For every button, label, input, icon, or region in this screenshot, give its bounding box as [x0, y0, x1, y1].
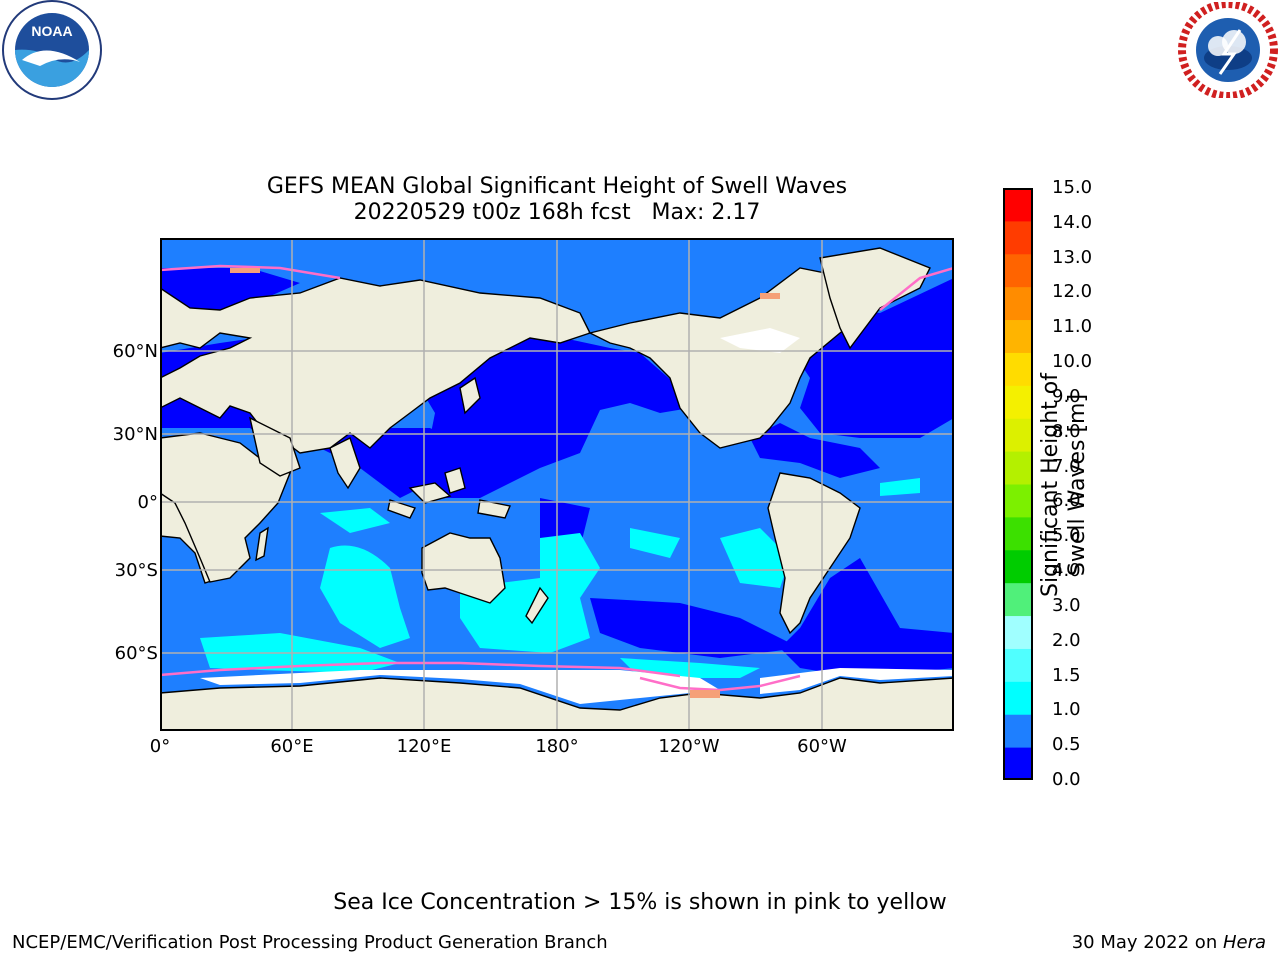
- machine-name: Hera: [1222, 932, 1266, 953]
- colorbar-label: Significant Height of Swell Waves [m]: [1038, 372, 1090, 598]
- colorbar-segment: [1003, 418, 1033, 452]
- colorbar-segment: [1003, 188, 1033, 222]
- colorbar-segment: [1003, 681, 1033, 715]
- map-gridlines: [160, 238, 954, 731]
- colorbar-tick-label: 0.0: [1052, 769, 1081, 790]
- lat-tick-label: 30°N: [112, 424, 158, 445]
- colorbar-tick-label: 1.0: [1052, 699, 1081, 721]
- colorbar-frame: [1003, 188, 1033, 780]
- colorbar-segment: [1003, 286, 1033, 321]
- chart-subtitle: 20220529 t00z 168h fcst Max: 2.17: [353, 200, 761, 225]
- colorbar-segment: [1003, 451, 1033, 485]
- colorbar-tick-label: 4.0: [1052, 560, 1081, 582]
- sea-ice-note: Sea Ice Concentration > 15% is shown in …: [333, 890, 947, 915]
- svg-text:NOAA: NOAA: [31, 23, 72, 39]
- colorbar-tick-label: 10.0: [1052, 351, 1093, 373]
- colorbar-tick-label: 8.0: [1052, 420, 1081, 442]
- noaa-logo: NOAA: [0, 0, 104, 100]
- lat-tick-label: 30°S: [114, 560, 158, 581]
- lat-tick-label: 0°: [137, 492, 158, 513]
- date-text: 30 May 2022 on Hera: [1072, 932, 1266, 953]
- colorbar-tick-label: 0.5: [1052, 734, 1081, 756]
- colorbar-segment: [1003, 648, 1033, 682]
- colorbar-tick-label: 5.0: [1052, 525, 1081, 547]
- lat-tick-label: 60°S: [114, 643, 158, 664]
- colorbar-tick-label: 7.0: [1052, 455, 1081, 477]
- sea-ice-high: [230, 268, 780, 698]
- lon-tick-label: 120°E: [396, 736, 452, 757]
- lat-tick-label: 60°N: [112, 341, 158, 362]
- colorbar-segment: [1003, 615, 1033, 649]
- colorbar-segment: [1003, 385, 1033, 419]
- colorbar-segment: [1003, 714, 1033, 748]
- colorbar-tick-label: 15.0: [1052, 177, 1093, 198]
- landmasses: [159, 247, 955, 732]
- colorbar-segment: [1003, 352, 1033, 386]
- swell-height-map: [159, 238, 955, 732]
- lon-tick-label: 0°: [149, 736, 171, 757]
- colorbar-tick-label: 6.0: [1052, 490, 1081, 512]
- colorbar-segment: [1003, 253, 1033, 288]
- colorbar-tick-label: 13.0: [1052, 246, 1093, 268]
- colorbar-segment: [1003, 582, 1033, 617]
- colorbar: [1003, 188, 1033, 781]
- colorbar-segment: [1003, 220, 1033, 255]
- colorbar-tick-label: 2.0: [1052, 629, 1081, 651]
- colorbar-segment: [1003, 549, 1033, 584]
- colorbar-segment: [1003, 319, 1033, 353]
- colorbar-tick-label: 9.0: [1052, 385, 1081, 407]
- lon-tick-label: 60°E: [270, 736, 314, 757]
- colorbar-tick-label: 11.0: [1052, 316, 1093, 338]
- colorbar-tick-label: 14.0: [1052, 211, 1093, 233]
- lon-tick-label: 60°W: [797, 736, 847, 757]
- lon-tick-label: 120°W: [658, 736, 720, 757]
- colorbar-tick-label: 3.0: [1052, 594, 1081, 616]
- colorbar-segment: [1003, 484, 1033, 518]
- sea-ice-mask: [200, 328, 954, 704]
- colorbar-tick-label: 12.0: [1052, 281, 1093, 303]
- colorbar-tick-label: 1.5: [1052, 664, 1081, 686]
- date-label: 30 May 2022 on: [1071, 932, 1223, 953]
- credit-text: NCEP/EMC/Verification Post Processing Pr…: [12, 932, 608, 953]
- lon-tick-label: 180°: [535, 736, 579, 757]
- chart-title: GEFS MEAN Global Significant Height of S…: [266, 174, 848, 199]
- nws-logo: [1178, 0, 1278, 100]
- colorbar-segment: [1003, 516, 1033, 551]
- colorbar-segment: [1003, 747, 1033, 781]
